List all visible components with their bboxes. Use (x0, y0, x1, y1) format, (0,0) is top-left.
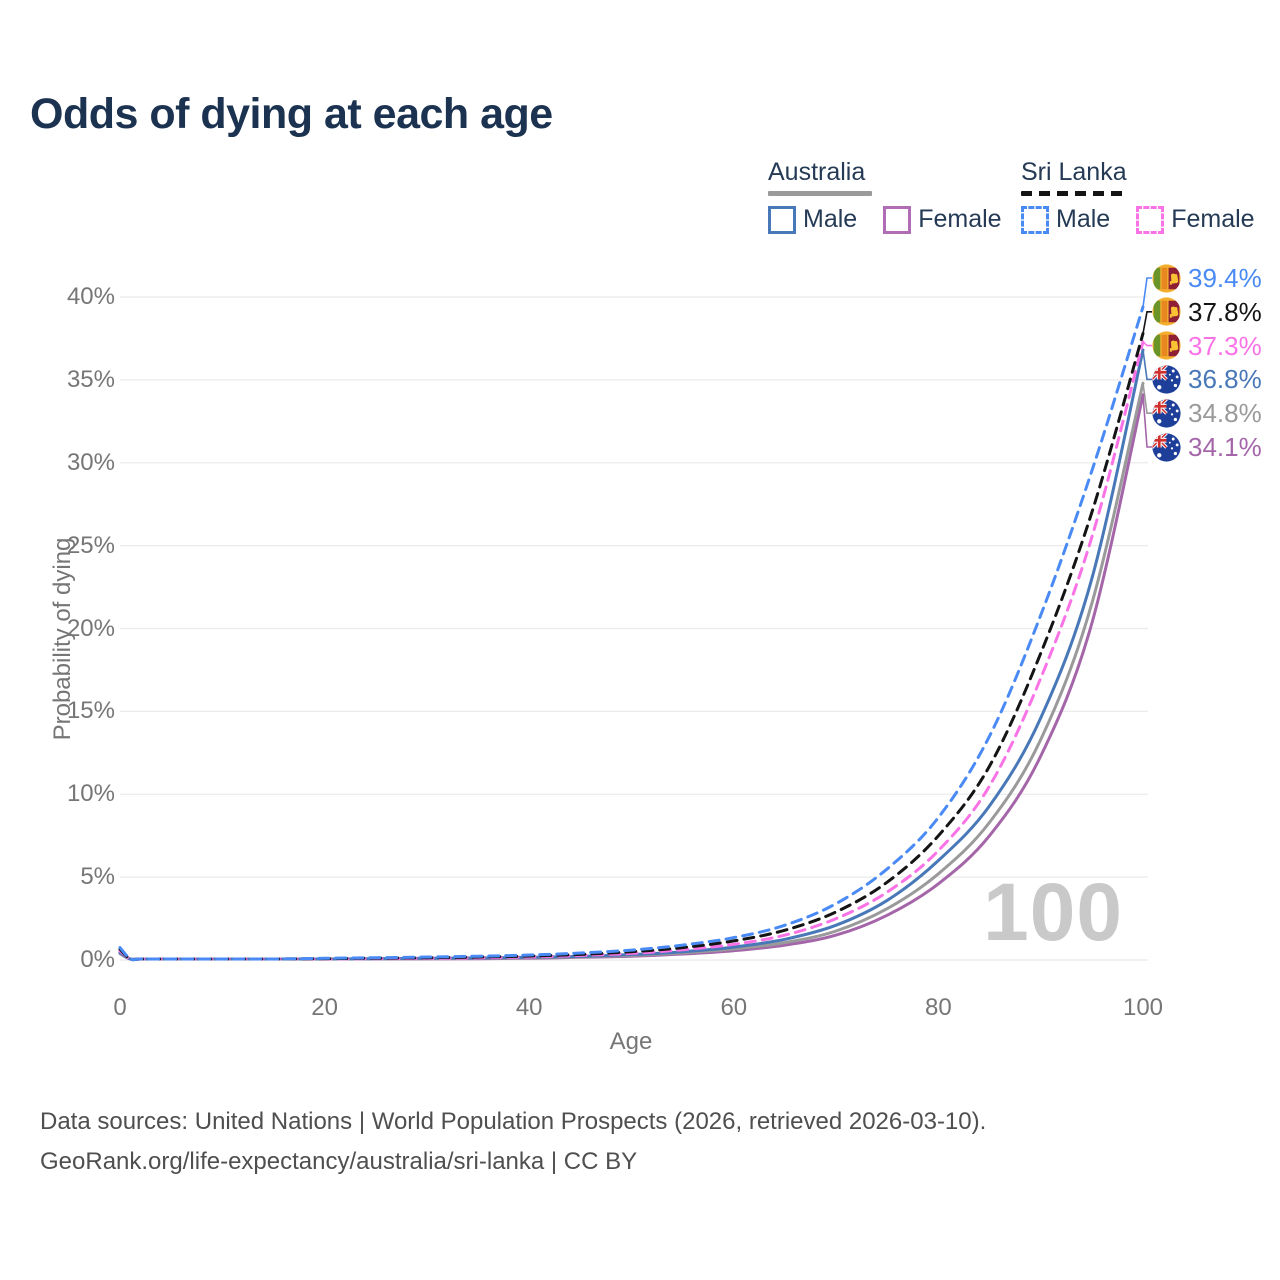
legend-group-australia: Australia Male Female (768, 158, 1002, 234)
y-tick-label-35%: 35% (66, 365, 115, 393)
end-label-value-sri-lanka-male: 39.4% (1188, 263, 1262, 293)
australia-female-swatch-icon (883, 205, 912, 234)
end-label-row-sri-lanka-total: 37.8% (1152, 297, 1262, 327)
watermark-age-100: 100 (983, 867, 1123, 958)
y-tick-label-10%: 10% (66, 780, 115, 808)
legend-australia-line-sample (768, 191, 872, 196)
legend-item-australia-male[interactable]: Male (768, 205, 857, 234)
leader-line-sri-lanka-male (1142, 277, 1152, 308)
australia-male-swatch-icon (768, 205, 796, 234)
australia-flag-icon (1152, 365, 1181, 394)
leader-line-australia-total (1142, 383, 1152, 415)
sri-lanka-flag-icon (1152, 263, 1181, 293)
end-label-value-australia-female: 34.1% (1188, 432, 1262, 462)
end-label-value-australia-male: 36.8% (1188, 364, 1262, 395)
y-tick-label-30%: 30% (66, 448, 115, 476)
leader-line-australia-male (1142, 349, 1152, 381)
end-label-value-australia-total: 34.8% (1188, 398, 1262, 429)
data-sources-text: Data sources: United Nations | World Pop… (40, 1108, 987, 1135)
x-tick-label-20: 20 (311, 994, 338, 1021)
legend-item-label: Male (1056, 205, 1111, 233)
sri-lanka-flag-icon (1152, 331, 1181, 360)
x-axis-title: Age (609, 1028, 653, 1055)
series-line-sri-lanka-male[interactable] (118, 305, 1145, 962)
series-line-sri-lanka-total[interactable] (118, 332, 1145, 962)
end-label-row-sri-lanka-female: 37.3% (1152, 331, 1262, 361)
legend-item-australia-female[interactable]: Female (883, 205, 1002, 234)
end-label-value-sri-lanka-total: 37.8% (1188, 296, 1262, 327)
x-tick-label-0: 0 (113, 994, 127, 1021)
end-label-value-sri-lanka-female: 37.3% (1188, 330, 1262, 361)
legend-item-sri-lanka-female[interactable]: Female (1136, 205, 1255, 234)
legend-item-sri-lanka-male[interactable]: Male (1021, 205, 1110, 234)
legend-item-label: Female (1171, 205, 1255, 233)
attribution-text: GeoRank.org/life-expectancy/australia/sr… (40, 1148, 638, 1175)
end-label-row-australia-female: 34.1% (1152, 432, 1262, 462)
x-tick-label-60: 60 (720, 994, 748, 1021)
y-tick-label-0%: 0% (80, 946, 115, 973)
leader-line-sri-lanka-total (1142, 310, 1152, 334)
end-label-row-sri-lanka-male: 39.4% (1152, 263, 1262, 293)
sri-lanka-female-swatch-icon (1136, 205, 1165, 234)
y-tick-label-40%: 40% (66, 283, 115, 310)
sri-lanka-flag-icon (1152, 297, 1181, 326)
y-tick-label-5%: 5% (80, 863, 115, 891)
legend-item-label: Female (918, 205, 1002, 233)
x-tick-label-100: 100 (1122, 994, 1164, 1021)
y-tick-label-20%: 20% (66, 614, 115, 642)
x-tick-label-40: 40 (515, 994, 543, 1021)
australia-flag-icon (1152, 432, 1181, 462)
y-tick-label-15%: 15% (66, 697, 115, 725)
end-label-row-australia-male: 36.8% (1152, 364, 1262, 394)
legend-sri-lanka-line-sample (1021, 191, 1125, 196)
x-tick-label-80: 80 (925, 994, 952, 1021)
end-label-row-australia-total: 34.8% (1152, 398, 1262, 428)
legend-group-australia-label: Australia (768, 158, 866, 186)
australia-flag-icon (1152, 399, 1181, 428)
legend-item-label: Male (803, 205, 858, 233)
page-title: Odds of dying at each age (30, 90, 553, 138)
y-tick-label-25%: 25% (66, 531, 115, 559)
leader-line-sri-lanka-female (1142, 341, 1152, 347)
legend-group-sri-lanka-label: Sri Lanka (1021, 158, 1127, 186)
legend-group-sri-lanka: Sri Lanka Male Female (1021, 158, 1255, 234)
sri-lanka-male-swatch-icon (1021, 205, 1049, 234)
leader-line-australia-female (1142, 394, 1152, 448)
